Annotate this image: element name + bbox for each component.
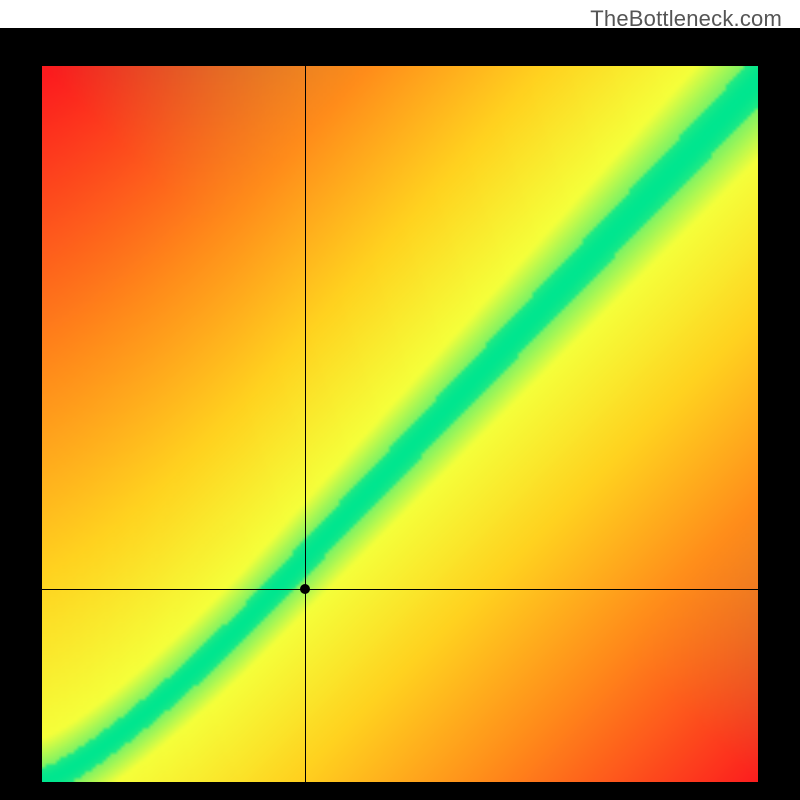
crosshair-vertical [305,66,306,782]
marker-dot [300,584,310,594]
plot-outer-frame [0,28,800,800]
heatmap-plot [42,66,758,782]
crosshair-horizontal [42,589,758,590]
heatmap-canvas [42,66,758,782]
watermark-text: TheBottleneck.com [590,6,782,32]
